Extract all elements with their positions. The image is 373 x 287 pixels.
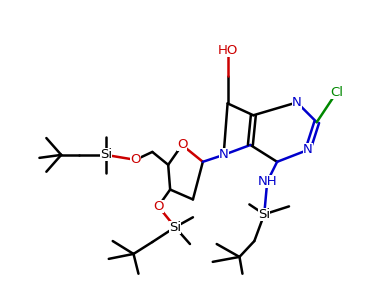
Text: HO: HO (217, 44, 238, 57)
Text: O: O (130, 153, 141, 166)
Text: Si: Si (100, 148, 112, 161)
Text: Si: Si (258, 208, 270, 221)
Text: NH: NH (257, 175, 277, 188)
Text: N: N (219, 148, 229, 161)
Text: N: N (292, 96, 302, 109)
Text: N: N (303, 144, 313, 156)
Text: Si: Si (169, 221, 181, 234)
Text: O: O (177, 139, 187, 152)
Text: O: O (153, 200, 163, 213)
Text: Cl: Cl (330, 86, 343, 99)
